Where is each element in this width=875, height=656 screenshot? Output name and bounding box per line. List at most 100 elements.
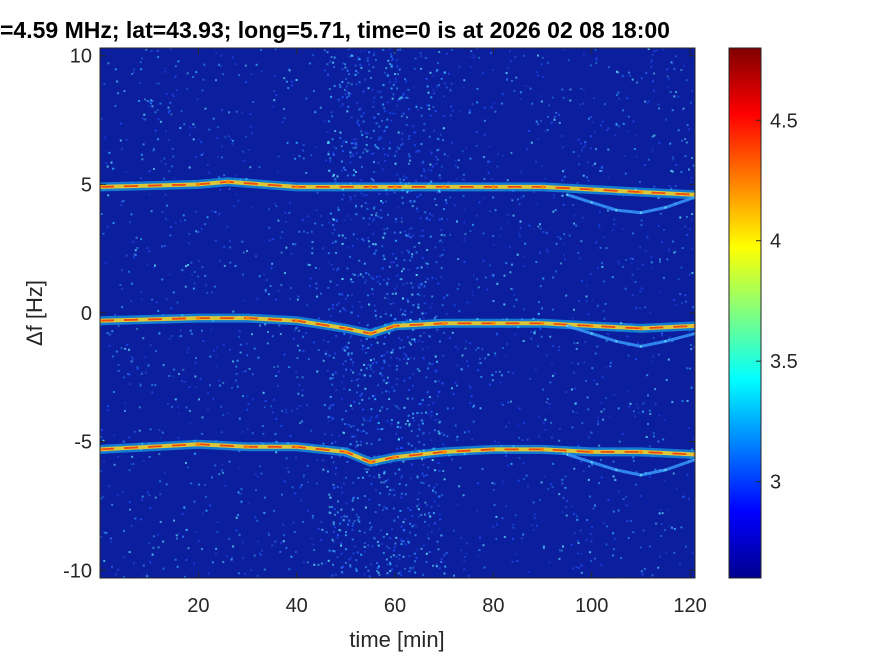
colorbar-tick-label: 3: [770, 472, 781, 494]
noise-speck: [141, 158, 144, 161]
noise-speck: [222, 561, 225, 564]
noise-speck: [200, 153, 203, 156]
noise-speck: [589, 64, 592, 67]
noise-speck: [620, 557, 623, 560]
noise-speck: [671, 526, 673, 529]
noise-speck: [197, 275, 200, 278]
noise-speck: [677, 95, 680, 98]
noise-speck: [144, 356, 147, 359]
noise-speck: [388, 364, 391, 367]
noise-speck: [279, 333, 282, 335]
noise-speck: [221, 145, 223, 148]
noise-speck: [463, 221, 466, 224]
noise-speck: [314, 146, 317, 149]
noise-speck: [214, 552, 217, 555]
noise-speck: [452, 393, 455, 396]
colorbar-tick-label: 3.5: [770, 351, 798, 373]
noise-speck: [453, 574, 455, 577]
noise-speck: [337, 500, 340, 503]
noise-speck: [643, 164, 646, 167]
noise-speck: [580, 552, 583, 555]
noise-speck: [187, 347, 190, 350]
noise-speck: [306, 464, 309, 467]
noise-speck: [394, 162, 397, 165]
noise-speck: [168, 337, 171, 340]
noise-speck: [537, 74, 540, 77]
noise-speck: [582, 216, 585, 219]
noise-speck: [629, 257, 632, 260]
noise-speck: [341, 96, 344, 99]
noise-speck: [495, 537, 498, 540]
noise-speck: [331, 538, 334, 541]
noise-speck: [384, 159, 386, 162]
noise-speck: [341, 491, 344, 494]
noise-speck: [307, 358, 310, 361]
noise-speck: [439, 518, 442, 521]
noise-speck: [482, 259, 485, 262]
noise-speck: [464, 347, 467, 350]
noise-speck: [435, 565, 438, 568]
noise-speck: [340, 104, 343, 107]
noise-speck: [361, 423, 364, 426]
noise-speck: [182, 368, 185, 371]
noise-speck: [395, 564, 398, 567]
noise-speck: [684, 294, 687, 297]
noise-speck: [248, 502, 251, 505]
noise-speck: [370, 153, 373, 155]
noise-speck: [366, 150, 369, 153]
noise-speck: [428, 551, 431, 553]
noise-speck: [457, 258, 460, 260]
noise-speck: [519, 226, 522, 229]
noise-speck: [247, 95, 250, 98]
noise-speck: [418, 242, 421, 245]
noise-speck: [416, 368, 419, 371]
noise-speck: [444, 71, 446, 74]
noise-speck: [290, 555, 293, 558]
noise-speck: [299, 405, 302, 407]
noise-speck: [522, 195, 525, 198]
noise-speck: [307, 215, 310, 218]
noise-speck: [438, 469, 441, 472]
noise-speck: [449, 89, 452, 92]
noise-speck: [399, 178, 402, 181]
noise-speck: [120, 204, 123, 207]
noise-speck: [421, 422, 424, 425]
noise-speck: [161, 431, 164, 434]
noise-speck: [622, 74, 625, 77]
noise-speck: [408, 341, 411, 344]
noise-speck: [313, 563, 316, 566]
noise-speck: [284, 211, 287, 214]
noise-speck: [392, 83, 395, 86]
noise-speck: [359, 156, 362, 159]
noise-speck: [532, 501, 535, 504]
noise-speck: [108, 344, 111, 347]
noise-speck: [655, 522, 658, 525]
noise-speck: [427, 412, 429, 415]
noise-speck: [341, 571, 343, 574]
noise-speck: [351, 305, 354, 308]
noise-speck: [204, 274, 207, 277]
noise-speck: [634, 280, 637, 283]
noise-speck: [598, 224, 601, 227]
noise-speck: [427, 367, 430, 370]
noise-speck: [302, 335, 305, 338]
noise-speck: [289, 298, 292, 300]
noise-speck: [477, 554, 480, 557]
noise-speck: [397, 421, 400, 424]
noise-speck: [602, 309, 605, 312]
noise-speck: [148, 542, 151, 545]
noise-speck: [390, 59, 393, 62]
noise-speck: [435, 369, 438, 372]
noise-speck: [373, 116, 375, 119]
noise-speck: [418, 441, 421, 444]
noise-speck: [584, 455, 587, 458]
noise-speck: [582, 102, 585, 105]
noise-speck: [644, 306, 647, 309]
noise-speck: [505, 262, 508, 265]
noise-speck: [346, 246, 349, 249]
noise-speck: [415, 274, 418, 276]
noise-speck: [157, 546, 160, 549]
noise-speck: [127, 373, 129, 375]
series-layer: [100, 177, 695, 477]
noise-speck: [362, 430, 365, 433]
